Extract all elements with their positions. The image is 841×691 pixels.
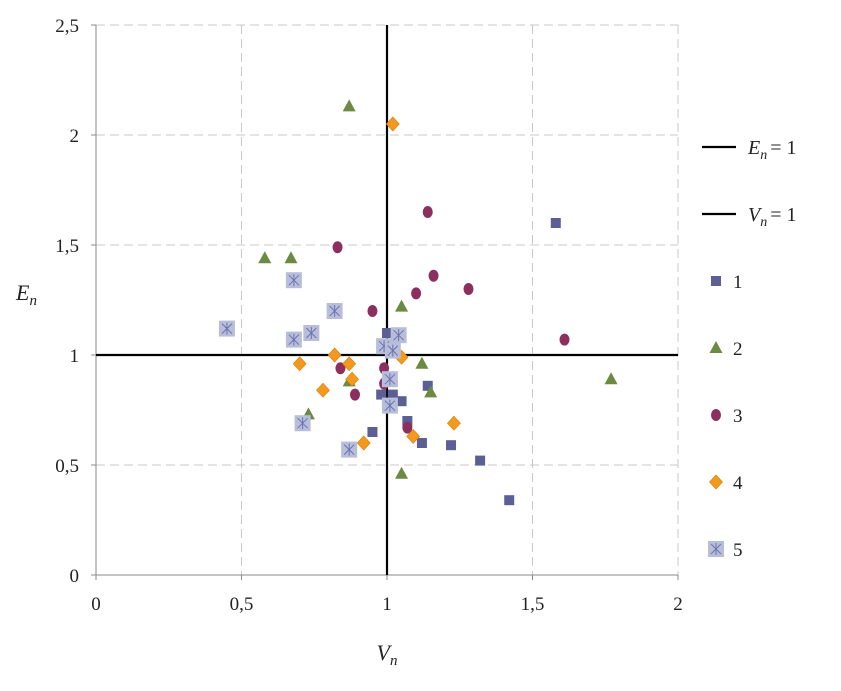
- data-point-series-2: [424, 385, 438, 398]
- data-point-series-3: [422, 206, 433, 218]
- data-point-series-5: [218, 320, 235, 337]
- data-point-series-1: [504, 495, 515, 506]
- data-point-series-2: [395, 466, 409, 479]
- data-point-series-4: [356, 435, 371, 451]
- data-point-series-4: [385, 116, 400, 132]
- data-point-series-1: [396, 396, 407, 407]
- data-point-series-1: [422, 380, 433, 391]
- x-tick-label: 2: [673, 594, 683, 615]
- y-tick-label: 1,5: [55, 236, 79, 257]
- data-point-series-5: [381, 397, 398, 414]
- legend-marker-series-3: [711, 409, 721, 421]
- y-tick-label: 0,5: [55, 456, 79, 477]
- data-point-series-3: [411, 287, 422, 300]
- data-point-series-3: [349, 388, 360, 401]
- legend-label-series-2: 2: [733, 339, 743, 360]
- data-point-series-1: [416, 438, 427, 448]
- data-point-series-1: [382, 328, 392, 338]
- data-point-series-2: [258, 251, 272, 264]
- y-tick-label: 1: [70, 346, 80, 367]
- legend-marker-series-5: [708, 541, 724, 557]
- legend-marker-series-1: [711, 276, 721, 286]
- data-point-series-5: [285, 272, 302, 289]
- data-point-series-3: [367, 305, 378, 317]
- data-point-series-4: [342, 356, 357, 372]
- data-point-series-3: [332, 241, 343, 254]
- legend-label-series-5: 5: [733, 540, 743, 561]
- data-point-series-5: [341, 441, 358, 458]
- y-tick-label: 0: [70, 566, 80, 587]
- legend-ref-label: Vn = 1: [748, 204, 797, 230]
- data-point-series-5: [390, 327, 407, 344]
- data-point-series-1: [550, 218, 561, 228]
- data-point-series-4: [292, 356, 307, 372]
- y-tick-label: 2: [70, 126, 80, 147]
- data-point-series-4: [327, 347, 342, 363]
- legend-label-series-4: 4: [733, 473, 743, 494]
- data-point-series-4: [406, 428, 421, 444]
- axis-titles: Vn En: [15, 280, 397, 669]
- data-point-series-3: [335, 362, 346, 375]
- data-point-series-1: [446, 440, 457, 451]
- data-point-series-3: [402, 421, 413, 434]
- data-point-series-5: [303, 325, 320, 341]
- legend-label-series-1: 1: [733, 272, 743, 293]
- data-point-series-1: [367, 427, 378, 437]
- data-point-series-3: [559, 333, 570, 346]
- x-axis-title: Vn: [377, 640, 398, 669]
- data-point-series-4: [316, 382, 330, 398]
- data-point-series-5: [381, 371, 398, 388]
- data-points: [218, 99, 618, 506]
- legend-marker-series-4: [709, 474, 723, 490]
- data-point-series-3: [463, 283, 474, 295]
- legend: En = 1 Vn = 1 1 2 3 4 5: [702, 137, 797, 561]
- data-point-series-2: [395, 299, 409, 312]
- data-point-series-5: [285, 331, 302, 348]
- data-point-series-4: [447, 415, 461, 431]
- data-point-series-3: [428, 269, 439, 282]
- data-point-series-2: [342, 99, 356, 112]
- data-point-series-5: [384, 342, 401, 359]
- data-point-series-2: [284, 251, 298, 264]
- data-point-series-2: [604, 372, 618, 385]
- data-point-series-5: [294, 415, 311, 432]
- x-tick-label: 0: [91, 594, 101, 615]
- legend-ref-label: En = 1: [747, 137, 797, 163]
- y-axis-title: En: [15, 280, 37, 309]
- x-tick-label: 0,5: [230, 594, 254, 615]
- y-tick-label: 2,5: [55, 16, 79, 37]
- data-point-series-5: [326, 303, 343, 319]
- x-tick-label: 1,5: [521, 594, 545, 615]
- data-point-series-1: [387, 389, 398, 400]
- legend-marker-series-2: [709, 341, 723, 353]
- data-point-series-1: [475, 455, 486, 466]
- data-point-series-2: [415, 356, 429, 369]
- data-point-series-1: [402, 416, 413, 426]
- reference-lines: [96, 25, 678, 575]
- data-point-series-4: [345, 371, 359, 387]
- data-point-series-1: [376, 389, 387, 400]
- legend-label-series-3: 3: [733, 406, 743, 427]
- x-tick-label: 1: [382, 594, 392, 615]
- tick-labels: 0 0,5 1 1,5 2 0 0,5 1 1,5 2 2,5: [55, 16, 683, 615]
